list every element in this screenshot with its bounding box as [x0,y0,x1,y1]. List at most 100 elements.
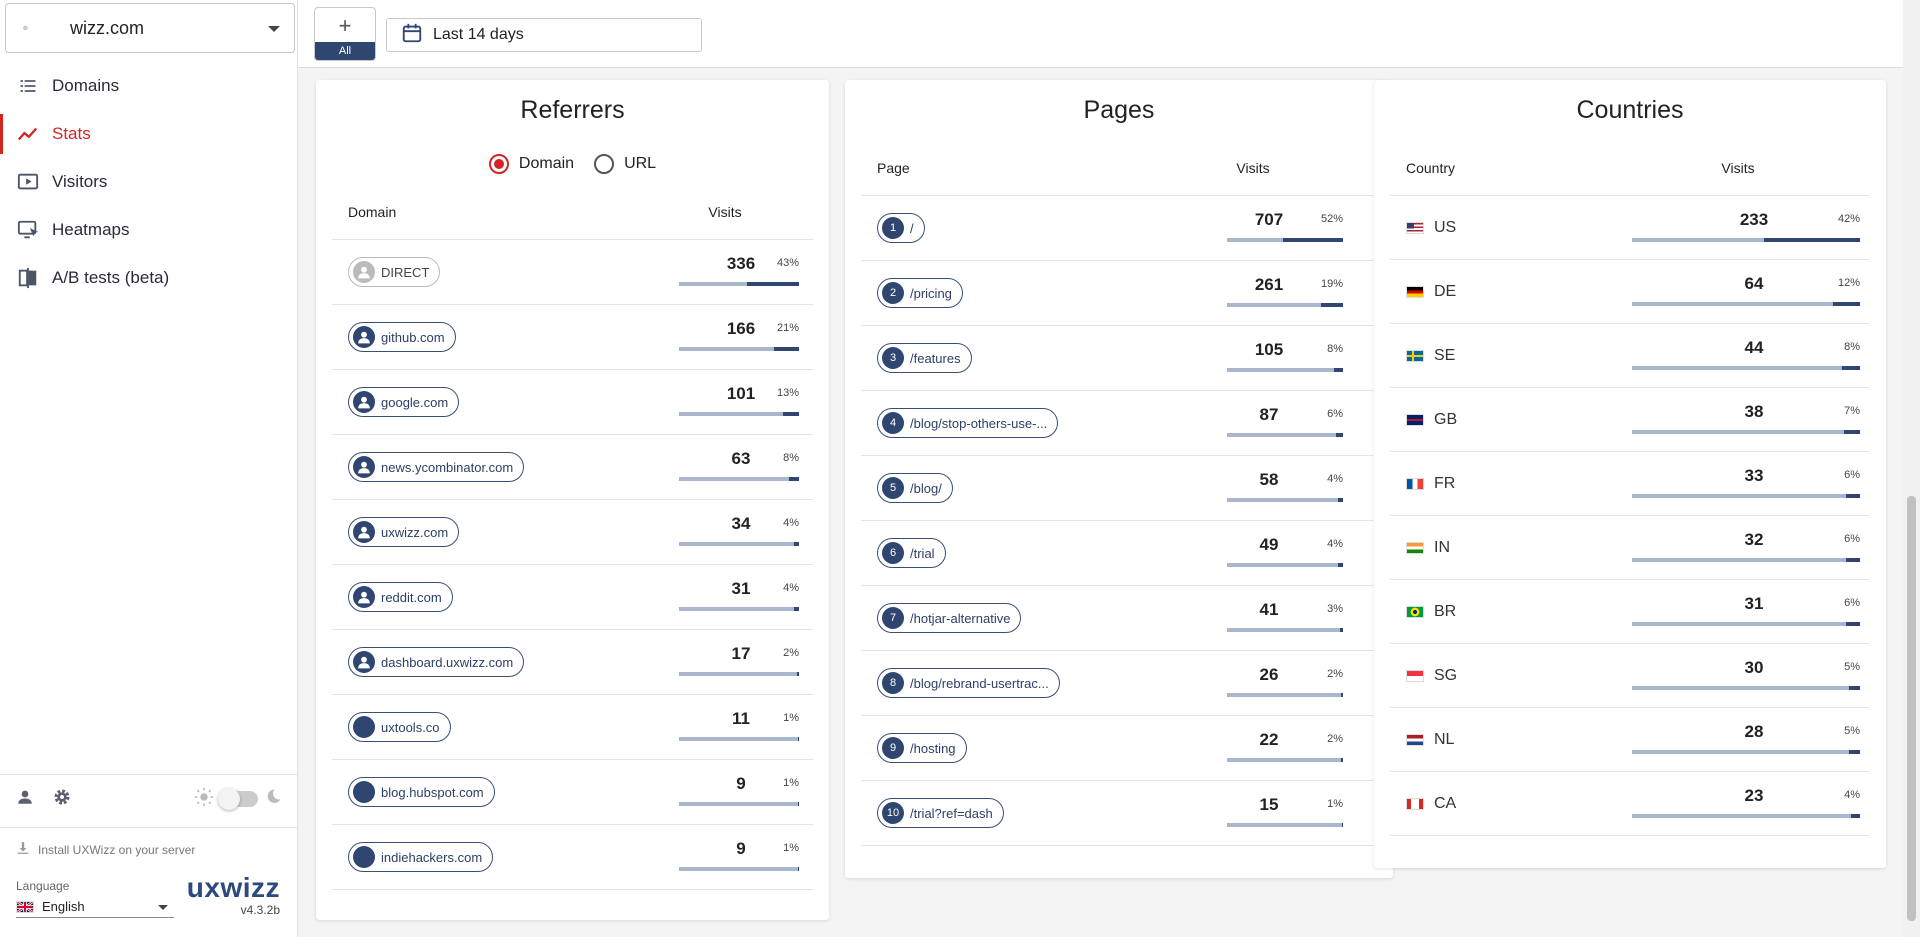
referrer-name: google.com [381,394,449,410]
referrer-chip[interactable]: news.ycombinator.com [348,452,525,482]
radio-url[interactable]: URL [594,154,656,174]
share-bar [679,737,799,741]
table-row[interactable]: news.ycombinator.com 63 8% [332,435,813,500]
sidebar-item-visitors[interactable]: Visitors [0,158,298,206]
share-bar [679,867,799,871]
table-row[interactable]: 7/hotjar-alternative 41 3% [861,586,1377,651]
page-chip[interactable]: 1/ [877,213,925,243]
table-row[interactable]: reddit.com 31 4% [332,565,813,630]
table-row[interactable]: indiehackers.com 9 1% [332,825,813,890]
page-rank: 5 [882,477,904,499]
table-row[interactable]: DE 64 12% [1390,260,1870,324]
referrer-chip[interactable]: google.com [348,387,460,417]
page-chip[interactable]: 2/pricing [877,278,963,308]
scrollbar-thumb[interactable] [1907,496,1916,921]
page-chip[interactable]: 7/hotjar-alternative [877,603,1022,633]
country-code: BR [1434,602,1457,620]
table-row[interactable]: github.com 166 21% [332,305,813,370]
page-scrollbar[interactable] [1903,0,1920,937]
visits-percent: 1% [1327,798,1343,810]
table-row[interactable]: uxwizz.com 34 4% [332,500,813,565]
theme-toggle[interactable] [218,788,258,810]
share-bar [1227,303,1343,307]
ab-test-icon [16,266,40,290]
page-chip[interactable]: 4/blog/stop-others-use-... [877,408,1059,438]
visits-metric: 30 5% [1390,644,1870,707]
table-row[interactable]: FR 33 6% [1390,452,1870,516]
sidebar-item-a-b-tests-beta[interactable]: A/B tests (beta) [0,254,298,302]
table-row[interactable]: 8/blog/rebrand-usertrac... 26 2% [861,651,1377,716]
table-row[interactable]: 5/blog/58 4% [861,456,1377,521]
page-chip[interactable]: 9/hosting [877,733,967,763]
table-row[interactable]: IN 32 6% [1390,516,1870,580]
page-path: / [910,220,914,236]
site-name: wizz.com [70,17,145,38]
table-row[interactable]: blog.hubspot.com 9 1% [332,760,813,825]
install-link[interactable]: Install UXWizz on your server [16,841,195,858]
site-selector[interactable]: ● wizz.com [5,3,295,53]
share-bar [679,607,799,611]
visits-value: 11 [732,709,750,728]
table-row[interactable]: NL 28 5% [1390,708,1870,772]
page-chip[interactable]: 6/trial [877,538,946,568]
page-chip[interactable]: 8/blog/rebrand-usertrac... [877,668,1060,698]
table-row[interactable]: GB 38 7% [1390,388,1870,452]
radio-domain[interactable]: Domain [488,154,574,174]
page-chip[interactable]: 5/blog/ [877,473,953,503]
col-visits: Visits [708,203,742,220]
col-country: Country [1406,159,1456,176]
table-row[interactable]: uxtools.co 11 1% [332,695,813,760]
table-row[interactable]: BR 31 6% [1390,580,1870,644]
referrer-chip[interactable]: dashboard.uxwizz.com [348,647,525,677]
sidebar-item-stats[interactable]: Stats [0,110,298,158]
visits-percent: 2% [783,647,799,659]
table-row[interactable]: SG 30 5% [1390,644,1870,708]
country-label: NL [1406,731,1454,749]
referrer-chip[interactable]: blog.hubspot.com [348,777,495,807]
gear-icon[interactable] [52,787,72,812]
table-row[interactable]: DIRECT 336 43% [332,240,813,305]
page-rank: 6 [882,542,904,564]
table-row[interactable]: SE 44 8% [1390,324,1870,388]
share-bar [679,412,799,416]
table-row[interactable]: 1/707 52% [861,196,1377,261]
visits-metric: 64 12% [1390,260,1870,323]
table-row[interactable]: 3/features 105 8% [861,326,1377,391]
date-range-picker[interactable]: Last 14 days [386,18,702,52]
language-select[interactable]: English [16,896,174,918]
referrer-chip[interactable]: uxwizz.com [348,517,460,547]
table-row[interactable]: CA 23 4% [1390,772,1870,836]
user-icon[interactable] [16,788,34,811]
add-segment-button[interactable]: + All [314,7,376,61]
share-bar-fill [747,282,799,286]
table-row[interactable]: US 233 42% [1390,196,1870,260]
referrer-chip[interactable]: uxtools.co [348,712,451,742]
referrer-chip[interactable]: DIRECT [348,257,441,287]
table-row[interactable]: 4/blog/stop-others-use-... 87 6% [861,391,1377,456]
table-row[interactable]: dashboard.uxwizz.com 17 2% [332,630,813,695]
referrer-mode-radios: Domain URL [316,154,829,174]
table-row[interactable]: 6/trial 49 4% [861,521,1377,586]
referrer-chip[interactable]: reddit.com [348,582,453,612]
visits-value: 233 [1739,210,1769,229]
sidebar-item-domains[interactable]: Domains [0,62,298,110]
table-row[interactable]: 10/trial?ref=dash 15 1% [861,781,1377,846]
table-row[interactable]: 2/pricing 261 19% [861,261,1377,326]
pages-table-body: 1/707 52% 2/pricing 261 19% 3/features 105 8% 4/… [845,196,1393,846]
visits-percent: 5% [1844,661,1860,673]
page-rank: 10 [882,802,904,824]
share-bar-fill [1333,368,1343,372]
referrer-name: news.ycombinator.com [381,459,514,475]
table-row[interactable]: 9/hosting 22 2% [861,716,1377,781]
page-chip[interactable]: 3/features [877,343,972,373]
visits-value: 9 [736,839,746,858]
sidebar-divider [0,827,298,828]
calendar-icon [401,22,423,49]
referrer-chip[interactable]: github.com [348,322,456,352]
language-value: English [42,899,85,914]
referrer-chip[interactable]: indiehackers.com [348,842,494,872]
visits-percent: 6% [1844,597,1860,609]
page-chip[interactable]: 10/trial?ref=dash [877,798,1004,828]
table-row[interactable]: google.com 101 13% [332,370,813,435]
sidebar-item-heatmaps[interactable]: Heatmaps [0,206,298,254]
